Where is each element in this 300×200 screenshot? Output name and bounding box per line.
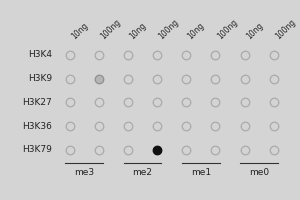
Text: me2: me2 <box>133 168 152 177</box>
Point <box>184 125 189 128</box>
Point <box>184 148 189 151</box>
Point <box>213 148 218 151</box>
Point <box>67 101 72 104</box>
Point <box>155 53 160 56</box>
Point <box>242 53 247 56</box>
Text: 10ng: 10ng <box>186 21 206 41</box>
Point <box>155 101 160 104</box>
Point <box>155 125 160 128</box>
Point <box>271 53 276 56</box>
Point <box>213 101 218 104</box>
Point <box>96 77 101 80</box>
Point <box>67 77 72 80</box>
Point <box>213 77 218 80</box>
Point <box>213 125 218 128</box>
Point <box>96 148 101 151</box>
Point <box>184 101 189 104</box>
Point <box>271 125 276 128</box>
Text: 100ng: 100ng <box>215 17 239 41</box>
Text: 100ng: 100ng <box>99 17 122 41</box>
Point <box>213 53 218 56</box>
Text: 100ng: 100ng <box>157 17 181 41</box>
Point <box>125 77 130 80</box>
Text: me0: me0 <box>249 168 269 177</box>
Text: 10ng: 10ng <box>70 21 90 41</box>
Point <box>67 125 72 128</box>
Text: H3K4: H3K4 <box>28 50 52 59</box>
Point <box>242 148 247 151</box>
Point <box>125 125 130 128</box>
Text: H3K36: H3K36 <box>22 122 52 131</box>
Point <box>184 77 189 80</box>
Text: H3K9: H3K9 <box>28 74 52 83</box>
Text: H3K27: H3K27 <box>22 98 52 107</box>
Point <box>96 53 101 56</box>
Text: me3: me3 <box>74 168 94 177</box>
Point <box>271 101 276 104</box>
Point <box>67 148 72 151</box>
Point <box>242 101 247 104</box>
Point <box>155 77 160 80</box>
Text: 10ng: 10ng <box>128 21 148 41</box>
Point <box>96 101 101 104</box>
Text: H3K79: H3K79 <box>22 145 52 154</box>
Point <box>96 125 101 128</box>
Text: 100ng: 100ng <box>274 17 297 41</box>
Point <box>271 148 276 151</box>
Point <box>242 77 247 80</box>
Point <box>125 53 130 56</box>
Point <box>125 101 130 104</box>
Point <box>125 148 130 151</box>
Point <box>155 148 160 151</box>
Point <box>67 53 72 56</box>
Point <box>184 53 189 56</box>
Text: me1: me1 <box>191 168 211 177</box>
Point <box>242 125 247 128</box>
Point <box>271 77 276 80</box>
Text: 10ng: 10ng <box>244 21 265 41</box>
